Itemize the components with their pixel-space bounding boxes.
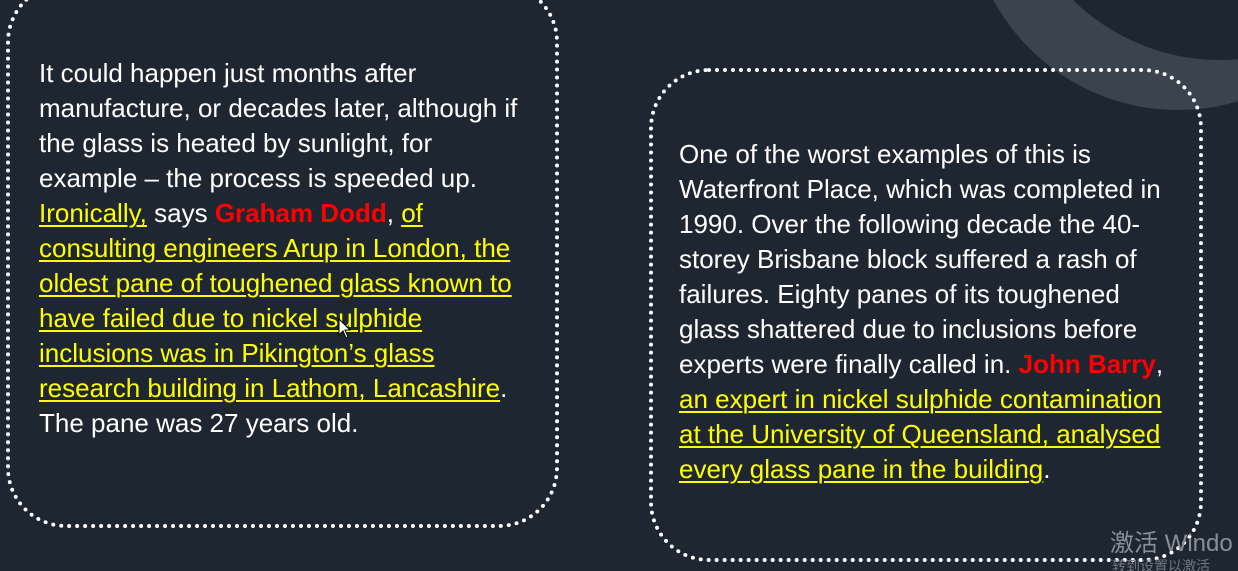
right-text-highlight-quote: an expert in nickel sulphide contaminati… (679, 384, 1162, 484)
person-name-graham-dodd: Graham Dodd (214, 198, 387, 228)
left-text-highlight-ironically: Ironically, (39, 198, 147, 228)
windows-activation-watermark-subtext: 转到设置以激活 (1112, 558, 1210, 571)
mouse-pointer-icon (338, 318, 352, 339)
left-text-plain-3: , (386, 198, 402, 228)
right-text-plain-1: One of the worst examples of this is Wat… (679, 139, 1161, 379)
left-text-highlight-quote: of consulting engineers Arup in London, … (39, 198, 512, 403)
left-text-plain-2: says (146, 198, 215, 228)
windows-activation-watermark: 激活 Windo (1110, 530, 1233, 557)
right-text-bubble: One of the worst examples of this is Wat… (649, 68, 1203, 562)
left-text-plain-4: . The pane was 27 years old. (39, 373, 508, 438)
left-text-bubble: It could happen just months after manufa… (6, 0, 559, 528)
right-text-plain-2: , (1155, 349, 1164, 379)
right-text-plain-3: . (1043, 454, 1051, 484)
left-text-plain-1: It could happen just months after manufa… (39, 58, 518, 193)
person-name-john-barry: John Barry (1018, 349, 1156, 379)
